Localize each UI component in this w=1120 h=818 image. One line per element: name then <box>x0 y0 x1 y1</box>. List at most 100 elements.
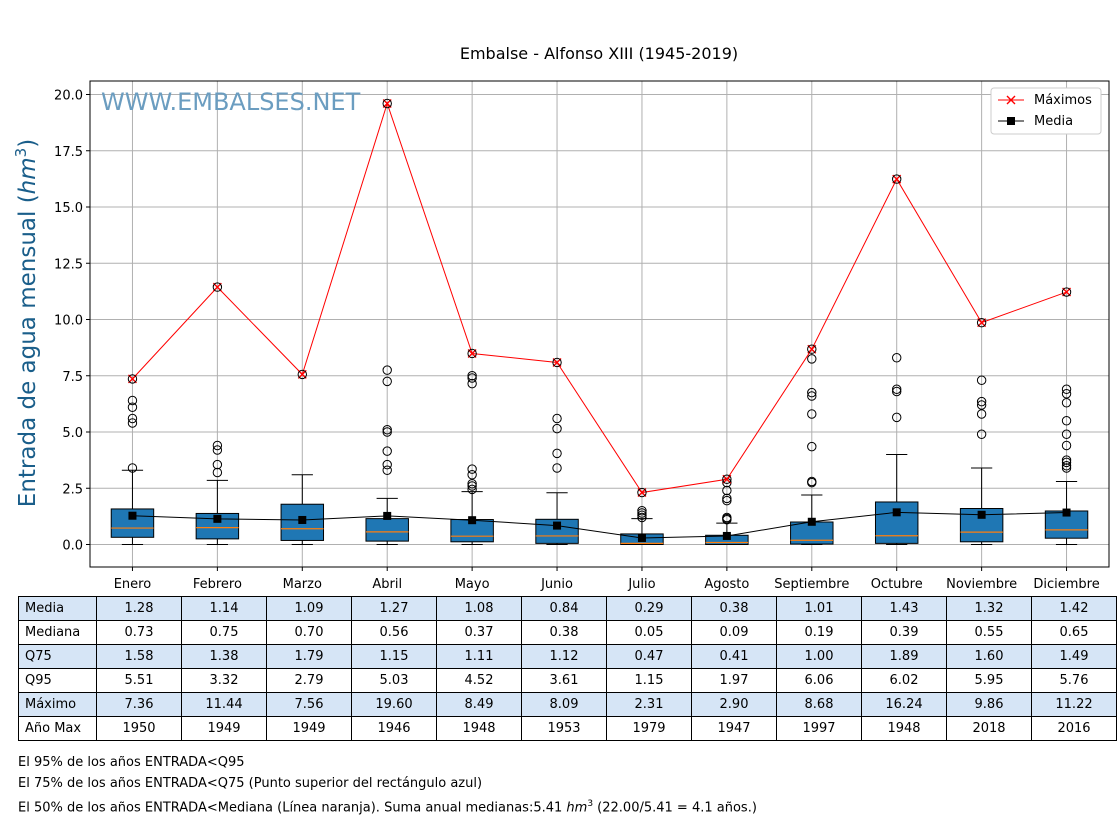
outlier-point <box>976 429 987 439</box>
table-cell: 7.36 <box>96 692 182 717</box>
maximos-outlier-ring <box>127 374 138 384</box>
note-q95: El 95% de los años ENTRADA<Q95 <box>18 755 245 770</box>
outlier-point <box>807 409 817 419</box>
outlier-point <box>976 400 987 410</box>
table-cell: 1.15 <box>351 644 437 669</box>
table-cell: 1948 <box>861 716 947 741</box>
table-cell: 0.05 <box>606 620 692 645</box>
table-cell: 2.79 <box>266 668 352 693</box>
maximos-outlier-ring <box>976 317 987 328</box>
maximos-marker <box>382 99 392 108</box>
x-tick-label: Noviembre <box>946 577 1017 592</box>
outlier-point <box>382 376 392 387</box>
y-tick-label: 0.0 <box>62 539 83 554</box>
table-cell: 19.60 <box>351 692 437 717</box>
y-tick-label: 7.5 <box>62 370 83 385</box>
table-cell: 5.76 <box>1031 668 1117 693</box>
outlier-point <box>892 353 902 363</box>
maximos-outlier-ring <box>1061 287 1072 297</box>
legend: Máximos Media <box>990 87 1102 135</box>
outlier-point <box>637 512 647 523</box>
maximos-outlier-ring <box>892 174 902 184</box>
maximos-marker <box>977 318 987 328</box>
outlier-point <box>1061 440 1072 451</box>
outlier-point <box>552 413 562 424</box>
legend-maximos-label: Máximos <box>1034 93 1092 108</box>
series-line-mximos <box>132 101 1067 494</box>
outlier-point <box>127 413 138 424</box>
table-cell: 0.75 <box>181 620 267 645</box>
table-cell: 8.49 <box>436 692 522 717</box>
outlier-point <box>127 418 138 428</box>
outlier-point <box>892 412 902 423</box>
table-row-header: Q95 <box>18 668 97 693</box>
table-cell: 16.24 <box>861 692 947 717</box>
outlier-point <box>127 395 138 406</box>
table-row-header: Año Max <box>18 716 97 741</box>
x-tick-label: Marzo <box>283 577 322 592</box>
table-cell: 0.19 <box>776 620 862 645</box>
maximos-marker <box>212 282 222 292</box>
table-cell: 8.09 <box>521 692 607 717</box>
outlier-point <box>807 354 817 364</box>
outlier-point <box>1061 398 1072 408</box>
table-cell: 1.32 <box>946 596 1032 621</box>
y-tick-label: 20.0 <box>54 89 83 104</box>
media-marker <box>977 510 986 519</box>
y-tick-label: 15.0 <box>54 201 83 216</box>
series-layer <box>127 98 1072 542</box>
outlier-point <box>722 493 732 504</box>
table-cell: 0.55 <box>946 620 1032 645</box>
maximos-marker <box>127 374 137 384</box>
table-cell: 1947 <box>691 716 777 741</box>
outlier-point <box>467 464 477 474</box>
table-row-header: Mediana <box>18 620 97 645</box>
outlier-point <box>1061 463 1072 473</box>
table-cell: 1.89 <box>861 644 947 669</box>
maximos-outlier-ring <box>552 357 562 368</box>
outlier-point <box>382 425 392 435</box>
outlier-point <box>382 365 392 375</box>
outlier-point <box>467 371 477 381</box>
media-marker <box>722 531 731 540</box>
outlier-point <box>552 423 562 434</box>
table-cell: 1.79 <box>266 644 352 669</box>
table-cell: 9.86 <box>946 692 1032 717</box>
outlier-point <box>1061 429 1072 439</box>
outlier-point <box>382 459 392 470</box>
table-row: Q75 1.58 1.38 1.79 1.15 1.11 1.12 0.47 0.41 1.00 1… <box>18 644 1117 669</box>
note-mediana: El 50% de los años ENTRADA<Mediana (Líne… <box>18 794 757 818</box>
table-cell: 11.44 <box>181 692 267 717</box>
table-cell: 2018 <box>946 716 1032 741</box>
x-tick-label: Septiembre <box>774 577 849 592</box>
table-cell: 1.01 <box>776 596 862 621</box>
notes: El 95% de los años ENTRADA<Q95 El 75% de… <box>18 752 757 818</box>
grid-layer <box>89 80 1110 568</box>
note-mediana-text: El 50% de los años ENTRADA<Mediana (Líne… <box>18 800 567 816</box>
series-line-media <box>132 511 1067 539</box>
table-cell: 1950 <box>96 716 182 741</box>
outlier-point <box>467 481 477 491</box>
media-marker <box>383 511 392 520</box>
table-cell: 1.09 <box>266 596 352 621</box>
y-tick-label: 12.5 <box>54 257 83 272</box>
table-cell: 0.41 <box>691 644 777 669</box>
table-cell: 1.00 <box>776 644 862 669</box>
x-tick-label: Mayo <box>455 577 490 592</box>
x-tick-label: Diciembre <box>1033 577 1099 592</box>
box-abril <box>365 518 409 542</box>
outlier-point <box>976 409 987 419</box>
table-cell: 1997 <box>776 716 862 741</box>
media-marker <box>807 517 816 526</box>
table-cell: 2.90 <box>691 692 777 717</box>
outlier-point <box>722 512 732 523</box>
media-marker <box>213 514 222 523</box>
table-row: Q95 5.51 3.32 2.79 5.03 4.52 3.61 1.15 1.97 6.06 6… <box>18 668 1117 693</box>
note-q75: El 75% de los años ENTRADA<Q75 (Punto su… <box>18 776 483 791</box>
table-cell: 5.95 <box>946 668 1032 693</box>
table-cell: 1.12 <box>521 644 607 669</box>
table-cell: 5.03 <box>351 668 437 693</box>
maximos-marker <box>722 474 732 484</box>
table-cell: 1.42 <box>1031 596 1117 621</box>
table-cell: 1.11 <box>436 644 522 669</box>
